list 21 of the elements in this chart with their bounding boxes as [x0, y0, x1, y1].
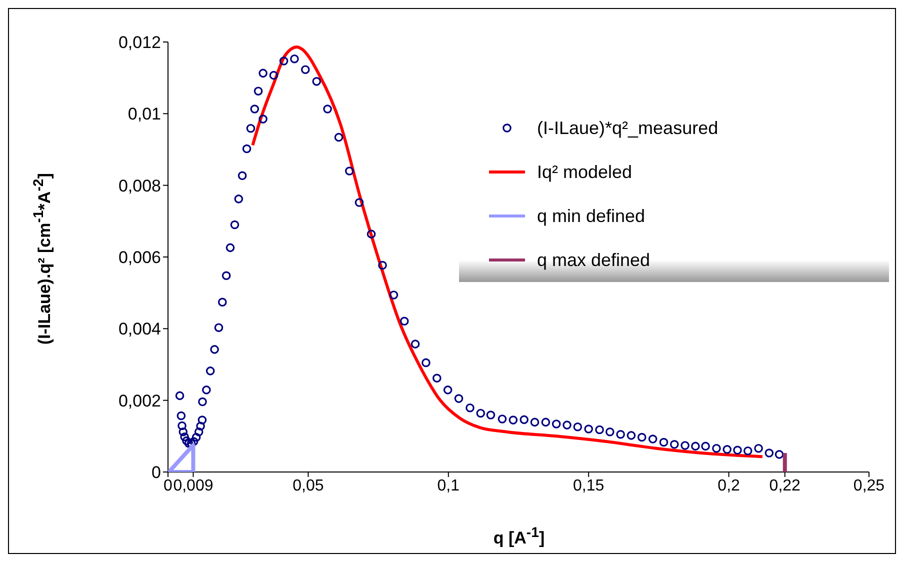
legend-label: q min defined — [537, 206, 646, 226]
y-tick-label: 0,012 — [118, 33, 161, 52]
y-tick-label: 0,01 — [128, 104, 161, 124]
y-tick-label: 0 — [152, 463, 161, 482]
x-tick-label: 0,009 — [173, 477, 214, 494]
legend-label: Iq² modeled — [537, 162, 632, 182]
x-tick-label: 0,25 — [853, 477, 885, 494]
y-tick-label: 0,006 — [118, 248, 161, 268]
legend-label: (I-ILaue)*q²_measured — [537, 118, 718, 138]
x-tick-label: 0,05 — [292, 477, 324, 494]
x-tick-label: 0,15 — [573, 477, 604, 494]
y-tick-label: 0,008 — [118, 176, 161, 196]
x-tick-label: 0,2 — [718, 477, 740, 494]
legend-label: q max defined — [537, 250, 650, 270]
x-axis-title: q [A$^{-1}$] — [492, 525, 546, 549]
x-tick-label: 0,1 — [437, 477, 460, 494]
x-tick-label: 0,22 — [769, 477, 801, 494]
y-tick-label: 0,004 — [118, 320, 161, 339]
line-series — [251, 46, 764, 458]
y-tick-label: 0,002 — [118, 391, 161, 410]
x-tick-label: 0 — [164, 477, 173, 494]
